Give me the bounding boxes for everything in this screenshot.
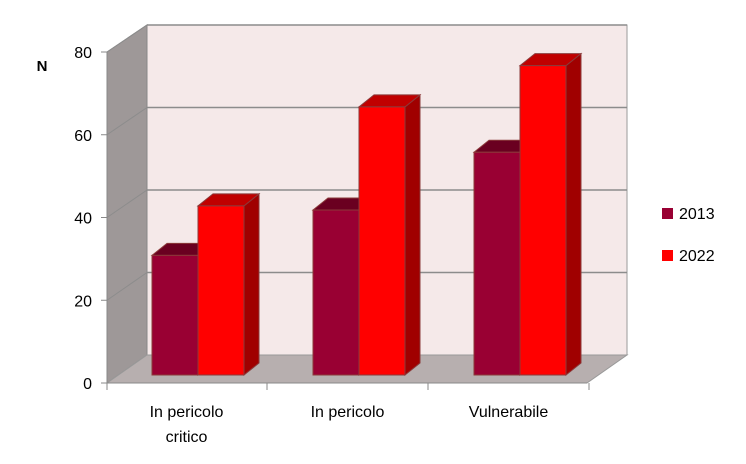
y-tick-label: 40 [74, 211, 92, 228]
x-tick-label: In pericolo [311, 404, 385, 421]
bar-2013 [151, 254, 199, 376]
legend-label: 2022 [679, 248, 715, 265]
x-tick-label: Vulnerabile [469, 404, 549, 421]
bar-2022 [519, 65, 567, 376]
bar-2013 [473, 151, 521, 376]
x-tick-label: In pericolo [150, 404, 224, 421]
bar-2022 [197, 205, 245, 376]
bar-2013 [312, 209, 360, 376]
x-tick-label: critico [166, 429, 208, 446]
bar-side [404, 93, 421, 377]
gridline-side [106, 189, 148, 218]
y-tick-label: 80 [74, 45, 92, 62]
y-tick-label: 60 [74, 128, 92, 145]
bar-side [565, 52, 582, 377]
y-tick-label: 20 [74, 293, 92, 310]
legend-swatch-2022 [662, 250, 673, 261]
legend-swatch-2013 [662, 208, 673, 219]
y-axis-label: N [37, 58, 48, 75]
gridline-side [106, 272, 148, 301]
gridline-side [106, 24, 148, 53]
bar-side [243, 192, 260, 377]
bar-2022 [358, 106, 406, 376]
legend-label: 2013 [679, 206, 715, 223]
y-tick-label: 0 [83, 376, 92, 393]
gridline-side [106, 107, 148, 136]
